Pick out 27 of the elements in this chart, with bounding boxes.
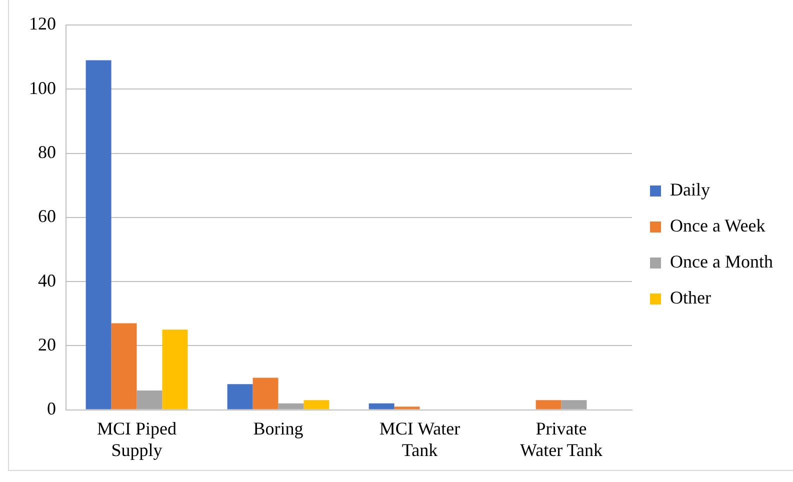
x-tick-label: Boring [253, 418, 304, 438]
legend-label: Once a Month [670, 252, 774, 272]
bar [252, 378, 278, 410]
bar [561, 400, 587, 410]
y-tick-label: 100 [29, 78, 56, 98]
y-tick-label: 60 [38, 206, 56, 226]
x-tick-label: MCI Water Tank [379, 418, 460, 460]
bar [278, 403, 304, 410]
bar [162, 330, 188, 410]
y-tick-label: 0 [47, 398, 56, 419]
legend-label: Daily [670, 180, 710, 200]
y-tick-label: 20 [38, 334, 56, 354]
bar [536, 400, 562, 410]
y-tick-label: 80 [38, 142, 56, 162]
y-tick-label: 120 [29, 14, 56, 34]
bar [227, 384, 253, 410]
legend-label: Other [670, 288, 712, 308]
x-tick-label: Private Water Tank [520, 418, 602, 460]
y-tick-label: 40 [38, 270, 56, 290]
bar [111, 323, 137, 410]
bar [86, 60, 112, 410]
bar [394, 406, 420, 410]
legend-label: Once a Week [670, 216, 766, 236]
bar [136, 390, 162, 410]
bar [304, 400, 330, 410]
x-tick-label: MCI Piped Supply [96, 418, 177, 460]
bar [368, 403, 394, 410]
